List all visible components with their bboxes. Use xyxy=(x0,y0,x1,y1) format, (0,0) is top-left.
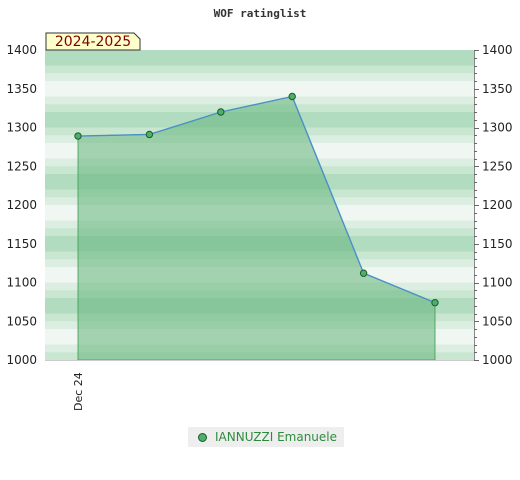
right-axis-tick-label: 1350 xyxy=(482,82,513,96)
x-axis: Dec 24 xyxy=(45,360,474,411)
data-point xyxy=(431,298,439,307)
right-axis-tick-label: 1300 xyxy=(482,121,513,135)
left-axis-tick-label: 1000 xyxy=(6,353,37,367)
x-axis-tick-label: Dec 24 xyxy=(72,372,85,411)
grid-band xyxy=(45,65,474,74)
grid-band xyxy=(45,73,474,82)
rating-markers xyxy=(74,92,439,307)
data-point xyxy=(359,269,368,277)
data-point xyxy=(74,132,82,140)
left-axis-tick-label: 1100 xyxy=(6,276,37,290)
right-axis-tick-label: 1400 xyxy=(482,43,513,57)
left-axis-tick-label: 1300 xyxy=(6,121,37,135)
season-badge: 2024-2025 xyxy=(45,32,141,51)
left-axis-tick-label: 1050 xyxy=(6,314,37,328)
left-y-axis: 1000 1050 1100 1150 1200 1250 1300 1350 1400 xyxy=(6,43,37,367)
left-axis-tick-label: 1400 xyxy=(6,43,37,57)
legend-series-name: IANNUZZI Emanuele xyxy=(215,430,338,444)
left-axis-tick-label: 1250 xyxy=(6,159,37,173)
right-axis-tick-label: 1200 xyxy=(482,198,513,212)
data-point xyxy=(145,130,154,139)
left-axis-tick-label: 1350 xyxy=(6,82,37,96)
grid-band xyxy=(45,81,474,90)
grid-band xyxy=(45,88,474,97)
rating-line xyxy=(77,95,436,304)
chart-legend: IANNUZZI Emanuele xyxy=(188,427,345,447)
right-axis-tick-label: 1050 xyxy=(482,314,513,328)
left-axis-tick-label: 1200 xyxy=(6,198,37,212)
right-axis-tick-label: 1250 xyxy=(482,159,513,173)
left-axis-tick-label: 1150 xyxy=(6,237,37,251)
grid-band xyxy=(45,50,474,59)
season-badge-box xyxy=(45,32,141,51)
grid-band xyxy=(45,96,474,105)
season-badge-label: 2024-2025 xyxy=(55,34,131,50)
legend-marker-icon xyxy=(198,432,207,442)
grid-band xyxy=(45,57,474,66)
data-point xyxy=(217,108,225,116)
right-axis-tick-label: 1100 xyxy=(482,276,513,290)
right-y-axis: 1000 1050 1100 1150 1200 1250 1300 1350 1400 xyxy=(474,43,513,367)
data-point xyxy=(288,92,296,101)
chart-title: WOF ratinglist xyxy=(214,7,307,20)
right-axis-tick-label: 1150 xyxy=(482,237,513,251)
right-axis-tick-label: 1000 xyxy=(482,353,513,367)
rating-line-path xyxy=(77,95,436,304)
